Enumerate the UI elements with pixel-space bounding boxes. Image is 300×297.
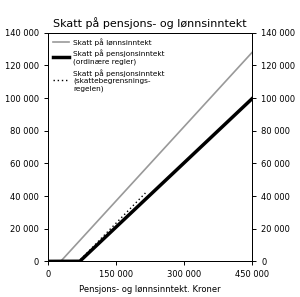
Line: Skatt på pensjonsinntekt
(skattebegrensnings-
regelen): Skatt på pensjonsinntekt (skattebegrensn… bbox=[48, 193, 146, 261]
Skatt på pensjonsinntekt
(skattebegrensnings-
regelen) bbox=[46, 260, 50, 263]
Skatt på lønnsinntekt bbox=[124, 188, 128, 192]
Skatt på pensjonsinntekt
(ordinære regler) bbox=[250, 97, 254, 100]
Skatt på pensjonsinntekt
(ordinære regler) bbox=[246, 101, 250, 104]
Skatt på lønnsinntekt bbox=[250, 51, 254, 54]
Title: Skatt på pensjons- og lønnsinntekt: Skatt på pensjons- og lønnsinntekt bbox=[53, 17, 247, 29]
Legend: Skatt på lønnsinntekt, Skatt på pensjonsinntekt
(ordinære regler), Skatt på pens: Skatt på lønnsinntekt, Skatt på pensjons… bbox=[52, 36, 166, 93]
Skatt på lønnsinntekt bbox=[70, 248, 73, 252]
Line: Skatt på lønnsinntekt: Skatt på lønnsinntekt bbox=[48, 53, 252, 261]
Skatt på lønnsinntekt bbox=[224, 79, 228, 83]
Skatt på pensjonsinntekt
(ordinære regler) bbox=[133, 207, 137, 211]
Line: Skatt på pensjonsinntekt
(ordinære regler): Skatt på pensjonsinntekt (ordinære regle… bbox=[48, 99, 252, 261]
Skatt på lønnsinntekt bbox=[82, 235, 85, 238]
Skatt på pensjonsinntekt
(skattebegrensnings-
regelen) bbox=[82, 255, 85, 258]
Skatt på pensjonsinntekt
(ordinære regler) bbox=[70, 260, 73, 263]
Skatt på lønnsinntekt bbox=[246, 55, 250, 59]
Skatt på lønnsinntekt bbox=[46, 260, 50, 263]
Skatt på pensjonsinntekt
(ordinære regler) bbox=[124, 216, 128, 219]
Skatt på lønnsinntekt bbox=[133, 178, 137, 182]
Skatt på pensjonsinntekt
(ordinære regler) bbox=[82, 256, 85, 260]
Skatt på pensjonsinntekt
(skattebegrensnings-
regelen) bbox=[133, 202, 137, 206]
Skatt på pensjonsinntekt
(skattebegrensnings-
regelen) bbox=[70, 260, 73, 263]
Skatt på pensjonsinntekt
(ordinære regler) bbox=[46, 260, 50, 263]
Skatt på pensjonsinntekt
(skattebegrensnings-
regelen) bbox=[124, 211, 128, 214]
X-axis label: Pensjons- og lønnsinntekt. Kroner: Pensjons- og lønnsinntekt. Kroner bbox=[79, 285, 221, 294]
Skatt på pensjonsinntekt
(ordinære regler) bbox=[224, 121, 228, 125]
